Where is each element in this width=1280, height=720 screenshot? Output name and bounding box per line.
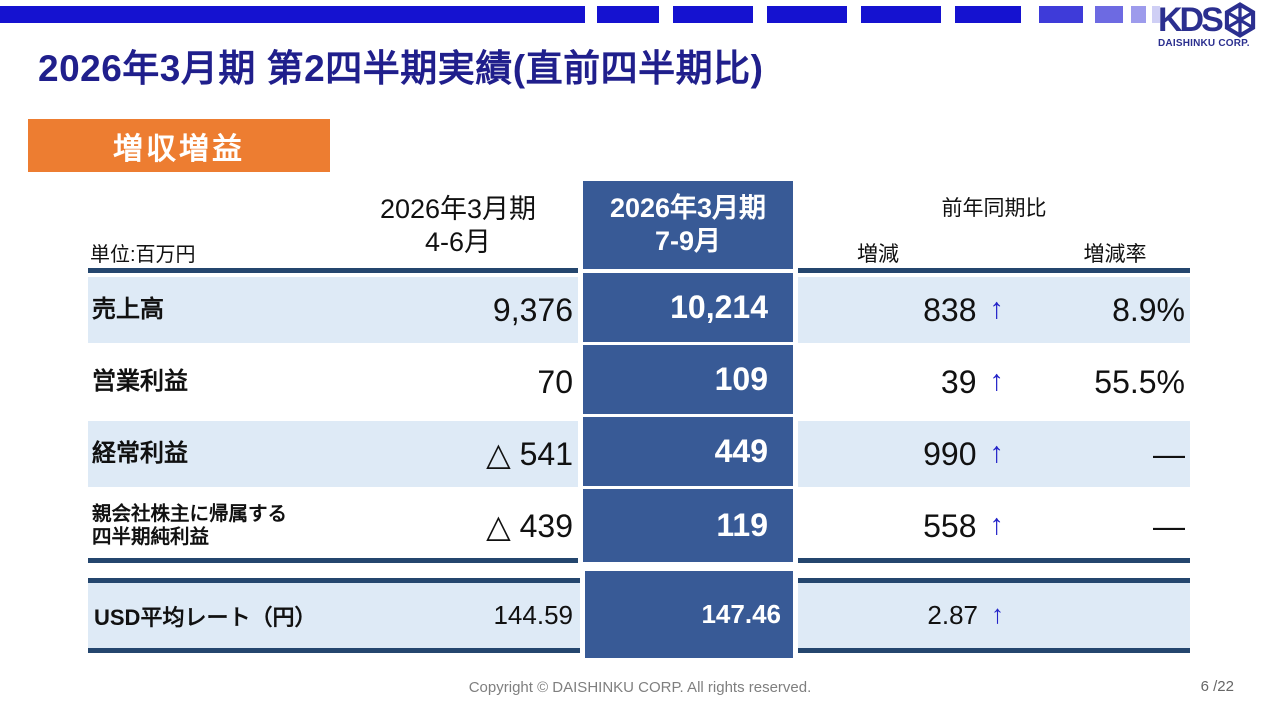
row-label-text: 営業利益 — [92, 368, 188, 395]
column-header-current-quarter: 2026年3月期 7-9月 — [583, 181, 793, 269]
net-sales-prev-value: 9,376 — [492, 291, 573, 328]
row-background — [798, 421, 1190, 487]
operating-income-rate: 55.5% — [1094, 363, 1185, 400]
ordinary-income-prev-value: △ 541 — [486, 436, 573, 472]
up-arrow-icon: ↑ — [989, 292, 1005, 325]
kds-logo-company: DAISHINKU CORP. — [1158, 38, 1250, 49]
row-label-text-line1: 親会社株主に帰属する — [92, 503, 288, 525]
net-sales-rate: 8.9% — [1112, 291, 1185, 328]
header-rule — [88, 268, 578, 273]
row-label-text-line2: 四半期純利益 — [92, 526, 210, 548]
usd-row-panel-left — [88, 578, 580, 653]
diff-value: 558 — [923, 507, 977, 544]
top-bar-segment — [1095, 6, 1123, 23]
copyright-text: Copyright © DAISHINKU CORP. All rights r… — [468, 679, 812, 696]
net-income-current-value: 119 — [583, 489, 793, 562]
operating-income-current-value: 109 — [583, 345, 793, 414]
page-title: 2026年3月期 第2四半期実績(直前四半期比) — [38, 48, 764, 89]
diff-column-label: 増減 — [857, 243, 899, 266]
up-arrow-icon: ↑ — [989, 364, 1005, 397]
top-bar — [0, 6, 585, 23]
net-income-rate: — — [1153, 507, 1185, 544]
column-header-prev-line2: 4-6月 — [424, 227, 492, 257]
header-rule — [798, 268, 1190, 273]
up-arrow-icon: ↑ — [989, 508, 1005, 541]
top-bar-segment — [1131, 6, 1146, 23]
page-number: 6 /22 — [1200, 678, 1234, 695]
top-bar-segment — [955, 6, 1021, 23]
top-bar-segment — [1039, 6, 1083, 23]
yoy-comparison-label: 前年同期比 — [941, 197, 1047, 220]
diff-value: 990 — [923, 435, 977, 472]
highlight-badge: 増収増益 — [28, 119, 330, 172]
diff-value: 2.87 — [927, 600, 978, 630]
kds-logo: KDS DAISHINKU CORP. — [1158, 2, 1270, 49]
net-sales-diff: 838 ↑ — [798, 277, 1004, 343]
net-income-prev-value: △ 439 — [486, 508, 573, 544]
diff-value: 838 — [923, 291, 977, 328]
column-header-prev-line1: 2026年3月期 — [379, 194, 537, 224]
row-label-net-sales: 売上高 — [92, 277, 392, 343]
kds-logo-text: KDS — [1158, 1, 1224, 39]
column-header-prev-quarter: 2026年3月期 4-6月 — [340, 193, 576, 259]
net-sales-current-value: 10,214 — [583, 273, 793, 342]
top-bar-segment — [1152, 6, 1160, 23]
ordinary-income-current-value: 449 — [583, 417, 793, 486]
diff-value: 39 — [940, 363, 977, 400]
usd-row-panel-right — [798, 578, 1190, 653]
usd-rate-prev-value: 144.59 — [493, 600, 573, 630]
top-bar-segment — [861, 6, 941, 23]
column-header-current-line1: 2026年3月期 — [609, 193, 767, 223]
row-label-operating-income: 営業利益 — [92, 349, 392, 415]
top-bar-segment — [767, 6, 847, 23]
usd-rate-label: USD平均レート（円） — [94, 604, 317, 630]
up-arrow-icon: ↑ — [989, 436, 1005, 469]
column-header-current-line2: 7-9月 — [654, 226, 722, 256]
row-background — [88, 277, 578, 343]
ordinary-income-diff: 990 ↑ — [798, 421, 1004, 487]
net-income-diff: 558 ↑ — [798, 493, 1004, 559]
row-label-net-income: 親会社株主に帰属する 四半期純利益 — [92, 493, 392, 559]
row-label-ordinary-income: 経常利益 — [92, 421, 392, 487]
row-label-text: 経常利益 — [92, 440, 188, 467]
row-background — [88, 421, 578, 487]
table-bottom-rule — [798, 558, 1190, 563]
operating-income-prev-value: 70 — [537, 363, 573, 400]
rate-column-label: 増減率 — [1083, 243, 1147, 266]
row-label-text: 売上高 — [92, 296, 164, 323]
row-background — [798, 277, 1190, 343]
top-bar-segment — [597, 6, 659, 23]
up-arrow-icon: ↑ — [991, 599, 1004, 629]
kds-logo-wordmark: KDS — [1158, 2, 1270, 38]
usd-rate-current-value: 147.46 — [585, 571, 793, 658]
unit-label: 単位:百万円 — [90, 244, 196, 266]
table-bottom-rule — [88, 558, 578, 563]
crystal-hexagon-icon — [1224, 2, 1255, 38]
operating-income-diff: 39 ↑ — [798, 349, 1004, 415]
ordinary-income-rate: — — [1153, 435, 1185, 472]
usd-rate-diff: 2.87 ↑ — [798, 583, 1004, 648]
top-bar-segment — [673, 6, 753, 23]
